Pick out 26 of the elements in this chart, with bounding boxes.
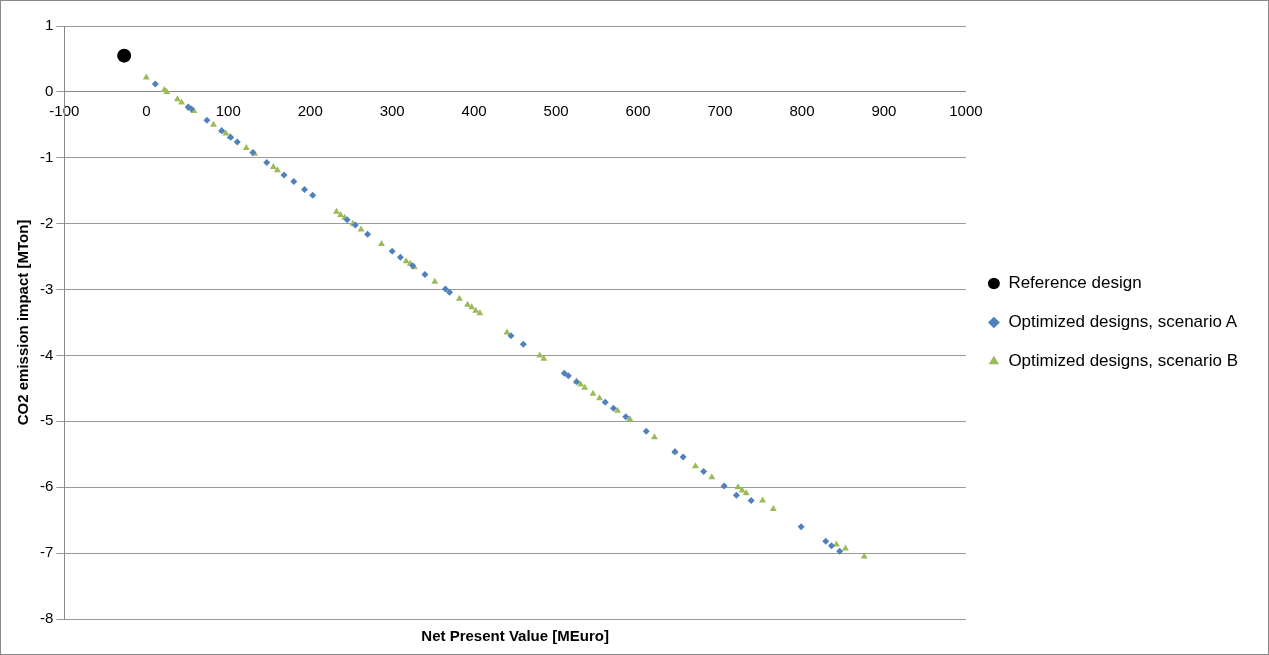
y-tick-label: -6 [39,477,54,495]
y-tick-label: -2 [39,213,54,231]
y-axis-title: CO2 emission impact [MTon] [14,219,32,426]
x-tick-label: 900 [871,102,897,120]
y-tick-label: -4 [39,345,54,363]
legend-label: Reference design [1008,273,1142,293]
y-tick-label: 0 [44,82,54,100]
y-tick-label: -8 [39,609,54,627]
x-tick-label: 0 [142,102,151,120]
x-tick-label: 600 [625,102,651,120]
x-tick-label: 200 [297,102,323,120]
y-tick-label: -3 [39,279,54,297]
x-tick-label: 100 [215,102,241,120]
x-tick-label: 700 [707,102,733,120]
legend-label: Optimized designs, scenario B [1008,351,1238,371]
y-tick-label: -5 [39,411,54,429]
x-tick-label: 1000 [949,102,983,120]
y-tick-label: 1 [44,16,54,34]
legend-label: Optimized designs, scenario A [1008,312,1238,332]
y-tick-label: -1 [39,147,54,165]
x-tick-label: 300 [379,102,405,120]
x-tick-label: 400 [461,102,487,120]
x-axis-title: Net Present Value [MEuro] [421,627,609,645]
x-tick-label: 800 [789,102,815,120]
x-tick-label: 500 [543,102,569,120]
y-tick-label: -7 [39,543,54,561]
